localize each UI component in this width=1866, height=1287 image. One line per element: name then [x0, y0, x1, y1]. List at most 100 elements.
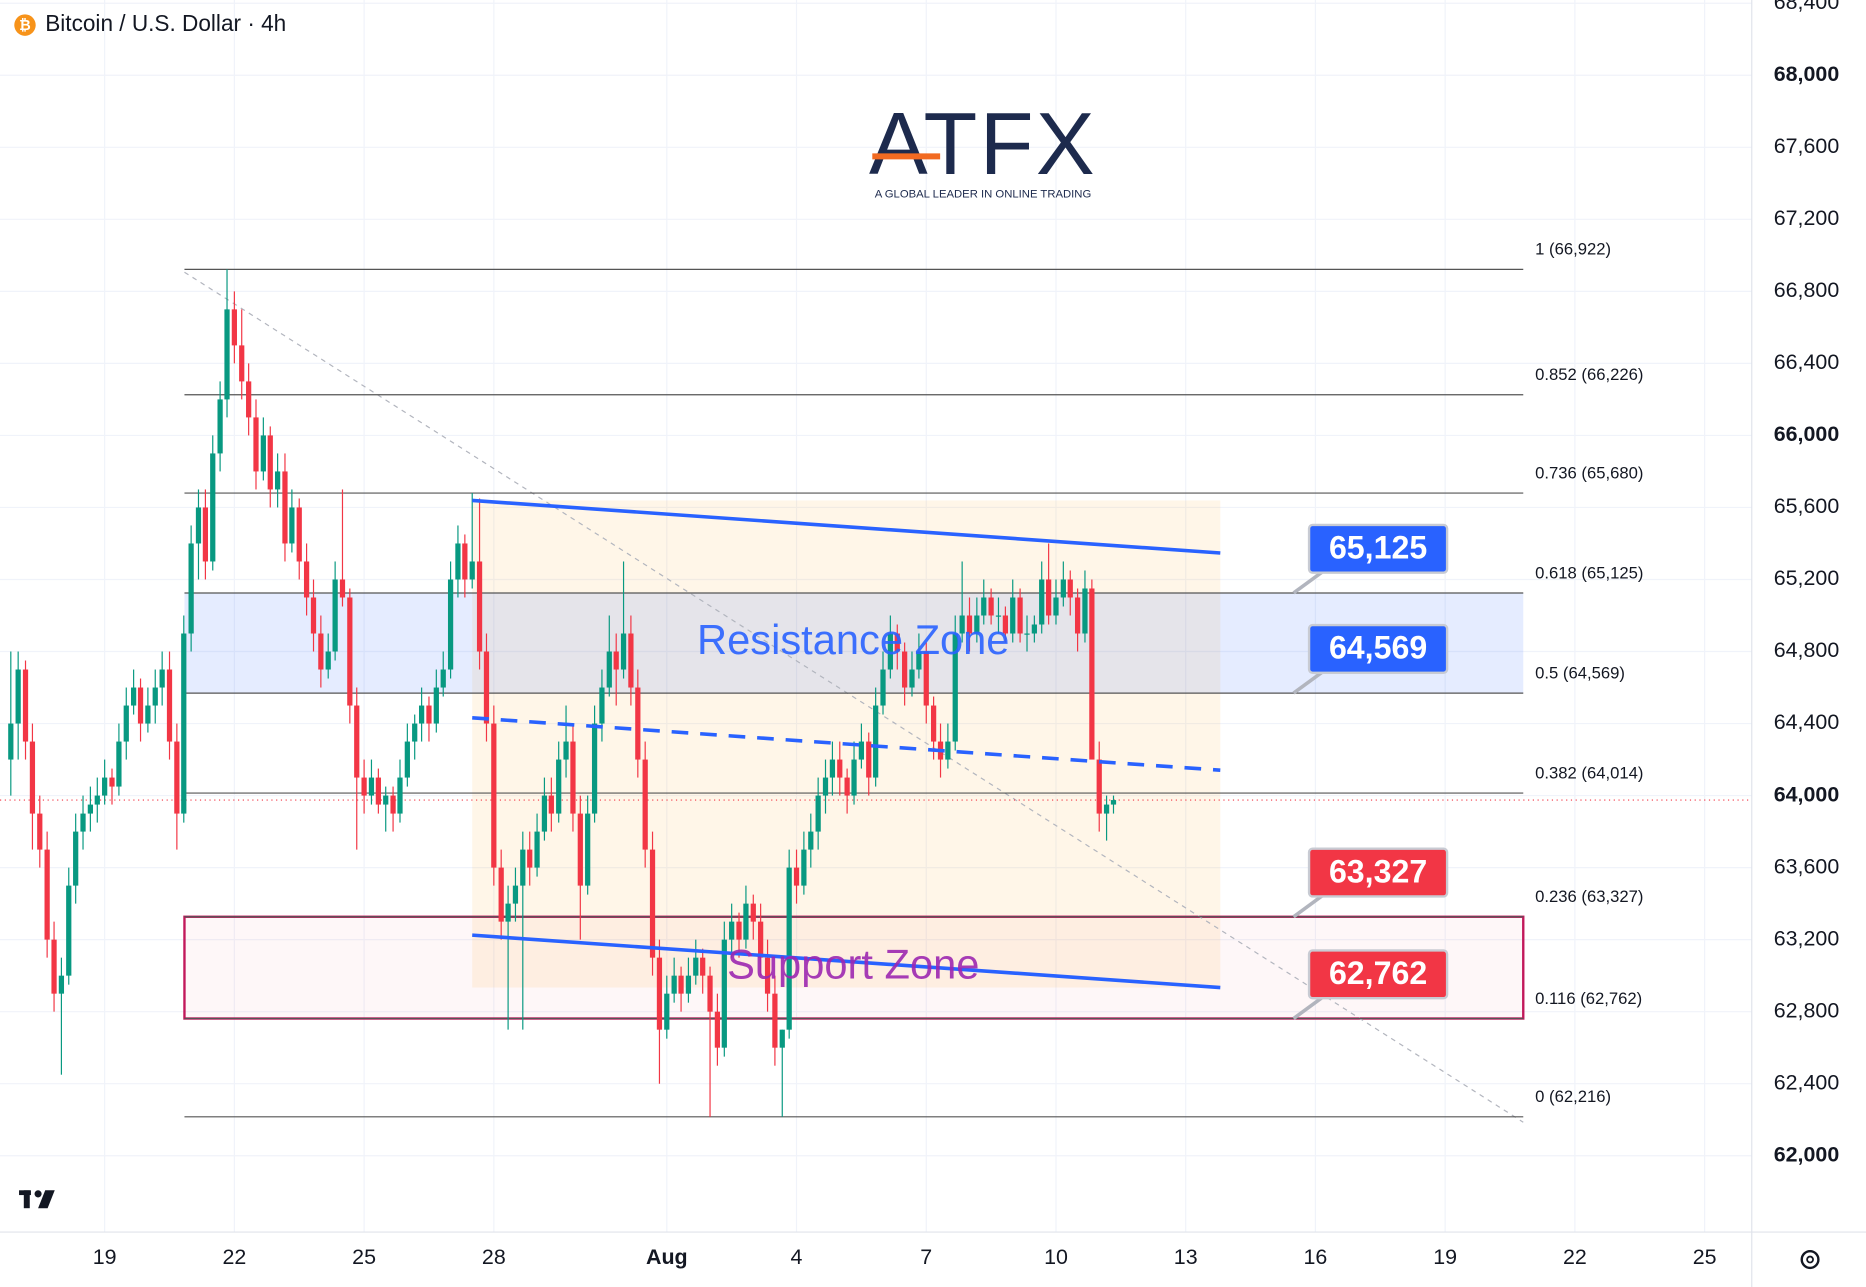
candle-body	[512, 885, 519, 904]
candle-body	[274, 471, 281, 490]
x-tick-label: 25	[1693, 1245, 1717, 1269]
candle-body	[1053, 597, 1059, 616]
candle-body	[8, 723, 14, 760]
fib-label: 0.236 (63,327)	[1535, 887, 1643, 906]
grid	[0, 0, 1752, 1233]
candle-body	[945, 741, 951, 760]
candle-body	[541, 795, 548, 832]
candle-body	[772, 993, 778, 1048]
price-tag-box	[1307, 847, 1449, 898]
candle-body	[851, 759, 857, 796]
candle-body	[116, 741, 122, 787]
candle-body	[152, 687, 158, 706]
price-tag-pointer	[1292, 568, 1326, 595]
candle-body	[491, 723, 497, 868]
fib-label: 0 (62,216)	[1535, 1087, 1611, 1106]
settings-icon[interactable]	[1800, 1249, 1820, 1270]
candle-body	[354, 705, 360, 778]
price-tag-label: 63,327	[1329, 853, 1427, 889]
candle-body	[390, 795, 396, 814]
candle-body	[202, 507, 209, 562]
candle-body	[923, 651, 929, 706]
candle-body	[902, 651, 908, 688]
candle-body	[844, 777, 850, 796]
candle-body	[808, 831, 814, 850]
x-tick-label: 19	[93, 1245, 117, 1269]
price-tag-box	[1307, 623, 1449, 675]
fib-label: 0.382 (64,014)	[1535, 763, 1643, 782]
price-tag-pointer	[1292, 994, 1326, 1020]
candle-body	[44, 849, 50, 940]
y-tick-label: 68,000	[1774, 62, 1840, 86]
settings-icon-center[interactable]	[1806, 1255, 1814, 1264]
candle-body	[981, 597, 987, 616]
candle-body	[563, 741, 569, 760]
y-tick-label: 68,400	[1774, 0, 1840, 14]
candle-body	[873, 705, 879, 778]
candle-body	[325, 651, 331, 670]
candle-body	[469, 561, 475, 580]
candle-body	[829, 759, 836, 778]
trendline	[472, 715, 1221, 772]
candle-body	[591, 723, 598, 814]
btc-icon-glyph: ₿	[19, 18, 31, 34]
fib-trend-line	[184, 271, 1524, 1123]
candle-body	[339, 579, 346, 598]
candle-body	[866, 741, 872, 778]
candle-body	[51, 939, 57, 994]
tv-logo-part	[34, 1190, 42, 1198]
candle-body	[447, 579, 454, 670]
candle-body	[606, 651, 612, 688]
x-tick-label: 19	[1433, 1245, 1457, 1269]
tradingview-logo	[19, 1190, 55, 1209]
candle-body	[159, 669, 165, 688]
candle-body	[585, 813, 591, 886]
y-tick-label: 66,400	[1774, 350, 1840, 374]
candle-body	[231, 309, 237, 346]
candle-body	[1002, 615, 1009, 634]
y-tick-label: 64,400	[1774, 710, 1840, 734]
candle-body	[397, 777, 403, 814]
zone	[184, 592, 1524, 694]
y-tick-label: 62,400	[1774, 1070, 1840, 1094]
candle-body	[318, 633, 324, 670]
candle-body	[837, 759, 843, 778]
candle-body	[556, 759, 562, 814]
candle-body	[246, 381, 252, 418]
candle-body	[195, 507, 202, 544]
candle-body	[166, 669, 173, 742]
candle-body	[131, 687, 137, 706]
candle-body	[527, 849, 533, 868]
price-tag-pointer	[1292, 668, 1326, 695]
candle-body	[974, 615, 980, 634]
candle-body	[693, 957, 699, 976]
price-tag-label: 64,569	[1329, 630, 1427, 666]
x-tick-label: 7	[920, 1245, 932, 1269]
candle-body	[404, 741, 410, 778]
candle-body	[743, 903, 749, 940]
candle-body	[736, 921, 742, 940]
candle-body	[145, 705, 151, 724]
candle-body	[87, 804, 93, 814]
logo-tagline: A GLOBAL LEADER IN ONLINE TRADING	[875, 189, 1092, 201]
x-tick-label: 13	[1174, 1245, 1198, 1269]
candle-body	[887, 633, 893, 670]
price-tag-pointer	[1292, 892, 1326, 919]
candle-body	[628, 633, 634, 688]
candle-body	[894, 633, 900, 652]
candle-body	[642, 759, 648, 850]
candle-body	[1031, 624, 1037, 634]
candle-body	[462, 543, 468, 580]
candle-body	[383, 795, 389, 805]
candle-body	[721, 939, 727, 1048]
candle-body	[1089, 588, 1095, 760]
candle-body	[988, 597, 994, 616]
candle-body	[303, 561, 310, 598]
candle-body	[952, 633, 958, 742]
settings-button[interactable]	[1800, 1249, 1820, 1270]
candle-body	[217, 399, 223, 454]
candle-body	[729, 921, 735, 940]
candle-body	[174, 741, 180, 814]
candle-body	[793, 867, 800, 886]
